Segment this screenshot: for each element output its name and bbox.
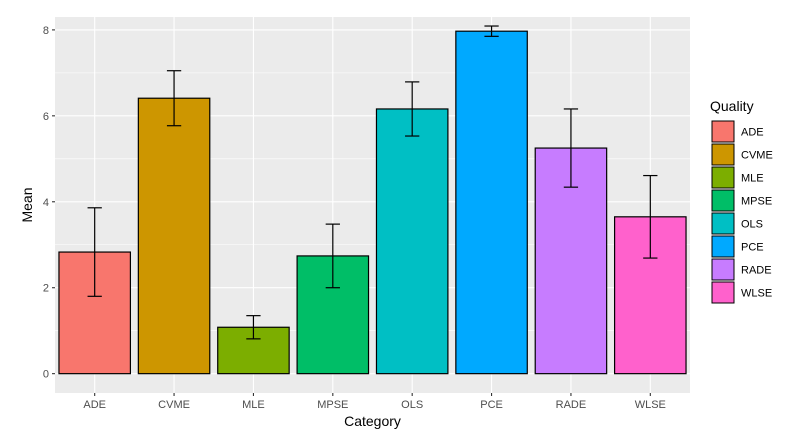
error-bars [87, 25, 658, 340]
x-tick-label: WLSE [635, 399, 666, 411]
error-bar-ade [87, 207, 102, 297]
error-bar-pce [484, 25, 499, 37]
legend-item-mle: MLE [711, 166, 764, 189]
legend-key [711, 212, 735, 235]
y-tick-label: 8 [43, 25, 49, 37]
legend-label: MLE [741, 173, 764, 185]
legend-key [711, 235, 735, 258]
bar-pce [455, 30, 528, 375]
legend-label: RADE [741, 265, 772, 277]
legend-item-cvme: CVME [711, 143, 773, 166]
x-tick-label: ADE [83, 399, 106, 411]
legend-item-rade: RADE [711, 258, 772, 281]
bar-mpse [296, 255, 370, 375]
x-tick-label: PCE [480, 399, 503, 411]
x-axis-title: Category [344, 413, 401, 429]
error-bar-wlse [643, 174, 658, 259]
legend-key [711, 281, 735, 304]
y-tick-label: 0 [43, 369, 49, 381]
legend-key [711, 258, 735, 281]
y-axis-title: Mean [19, 187, 35, 222]
legend-item-ade: ADE [711, 120, 764, 143]
legend-label: WLSE [741, 288, 772, 300]
bar-cvme [137, 97, 211, 375]
legend-label: MPSE [741, 196, 772, 208]
legend-key [711, 120, 735, 143]
legend-label: OLS [741, 219, 763, 231]
legend-item-wlse: WLSE [711, 281, 772, 304]
legend-label: ADE [741, 127, 764, 139]
bar-ols [375, 108, 449, 375]
x-tick-label: RADE [556, 399, 587, 411]
error-bar-cvme [166, 70, 182, 127]
legend-key [711, 143, 735, 166]
legend-item-pce: PCE [711, 235, 764, 258]
legend-item-mpse: MPSE [711, 189, 772, 212]
error-bar-mle [246, 315, 261, 340]
x-axis: ADE CVME MLE MPSE OLS PCE RADE WLSE [83, 393, 666, 411]
x-tick-label: OLS [401, 399, 423, 411]
y-tick-label: 6 [43, 111, 49, 123]
x-tick-label: MPSE [317, 399, 348, 411]
y-axis: 0 2 4 6 8 [43, 25, 55, 381]
legend-label: PCE [741, 242, 764, 254]
legend-key [711, 166, 735, 189]
legend-item-ols: OLS [711, 212, 763, 235]
error-bar-mpse [325, 223, 340, 289]
error-bar-ols [405, 81, 420, 137]
x-tick-label: MLE [242, 399, 265, 411]
legend-title: Quality [710, 98, 754, 114]
x-tick-label: CVME [158, 399, 190, 411]
error-bar-rade [563, 108, 579, 188]
legend-label: CVME [741, 150, 773, 162]
y-tick-label: 2 [43, 283, 49, 295]
legend: Quality ADE CVME MLE MPSE OLS PCE RADE WLSE [710, 98, 773, 304]
legend-key [711, 189, 735, 212]
y-tick-label: 4 [43, 197, 49, 209]
bars [58, 30, 687, 375]
